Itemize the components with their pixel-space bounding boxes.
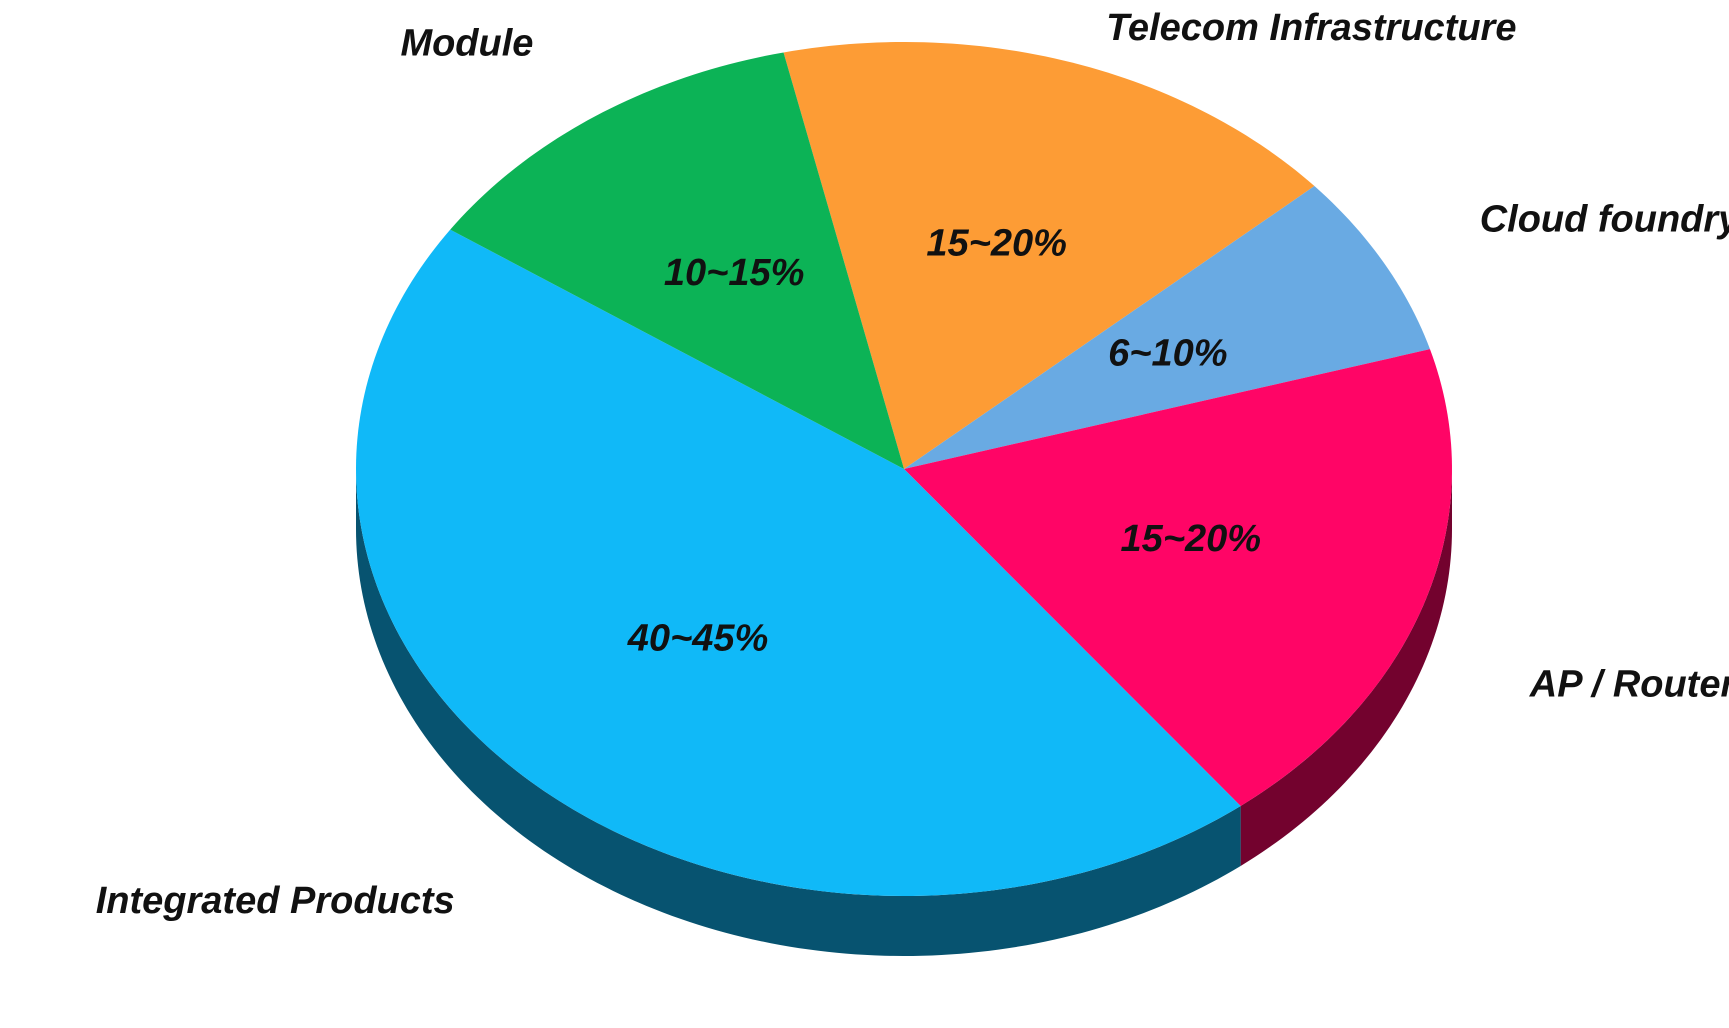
slice <box>783 42 1315 470</box>
value-label: 40~45% <box>627 618 769 660</box>
slice-side <box>356 469 1241 956</box>
value-label: 10~15% <box>664 252 805 294</box>
slice-side <box>1240 469 1452 866</box>
category-label: Integrated Products <box>96 880 455 922</box>
slice <box>450 52 904 470</box>
category-label: AP / Router <box>1529 664 1729 706</box>
value-label: 6~10% <box>1108 333 1227 375</box>
value-label: 15~20% <box>926 223 1067 265</box>
category-label: Module <box>400 23 533 65</box>
slice <box>904 186 1430 470</box>
value-label: 15~20% <box>1121 518 1262 560</box>
slice <box>904 349 1452 806</box>
category-label: Telecom Infrastructure <box>1106 7 1516 49</box>
slice <box>356 229 1241 896</box>
category-label: Cloud foundry <box>1480 198 1729 240</box>
